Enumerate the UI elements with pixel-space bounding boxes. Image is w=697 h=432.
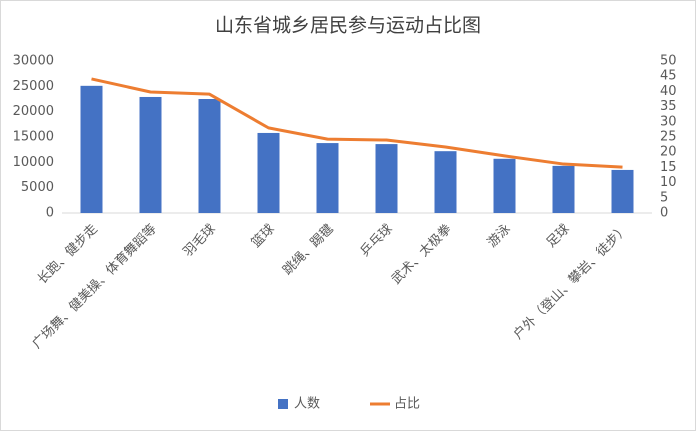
y2-tick-label: 15 — [660, 160, 677, 175]
bar — [434, 151, 457, 213]
y2-tick-label: 25 — [660, 130, 677, 145]
legend-label: 占比 — [394, 397, 420, 412]
line — [91, 77, 623, 169]
bar — [493, 158, 516, 213]
y-tick-label: 25000 — [13, 79, 54, 94]
y2-tick-label: 10 — [660, 175, 677, 190]
y2-tick-label: 45 — [660, 69, 677, 84]
bar — [139, 96, 162, 213]
legend-label: 人数 — [294, 397, 320, 412]
y2-tick-label: 5 — [660, 190, 668, 205]
bar — [80, 85, 103, 213]
y-tick-label: 5000 — [21, 180, 54, 195]
y-tick-label: 30000 — [13, 54, 54, 69]
y2-tick-label: 35 — [660, 99, 677, 114]
bar — [316, 143, 339, 213]
y2-tick-label: 0 — [660, 206, 668, 221]
bar — [375, 144, 398, 213]
bar — [198, 99, 221, 213]
y2-tick-label: 20 — [660, 145, 677, 160]
y2-tick-label: 50 — [660, 54, 677, 69]
y-tick-label: 0 — [46, 206, 54, 221]
y-tick-label: 15000 — [13, 130, 54, 145]
bar — [257, 132, 280, 213]
bar — [552, 165, 575, 213]
legend-swatch — [278, 399, 288, 409]
chart-title: 山东省城乡居民参与运动占比图 — [215, 15, 481, 37]
bar — [611, 169, 634, 213]
y2-tick-label: 40 — [660, 84, 677, 99]
y2-tick-label: 30 — [660, 114, 677, 129]
y-tick-label: 10000 — [13, 155, 54, 170]
y-tick-label: 20000 — [13, 104, 54, 119]
